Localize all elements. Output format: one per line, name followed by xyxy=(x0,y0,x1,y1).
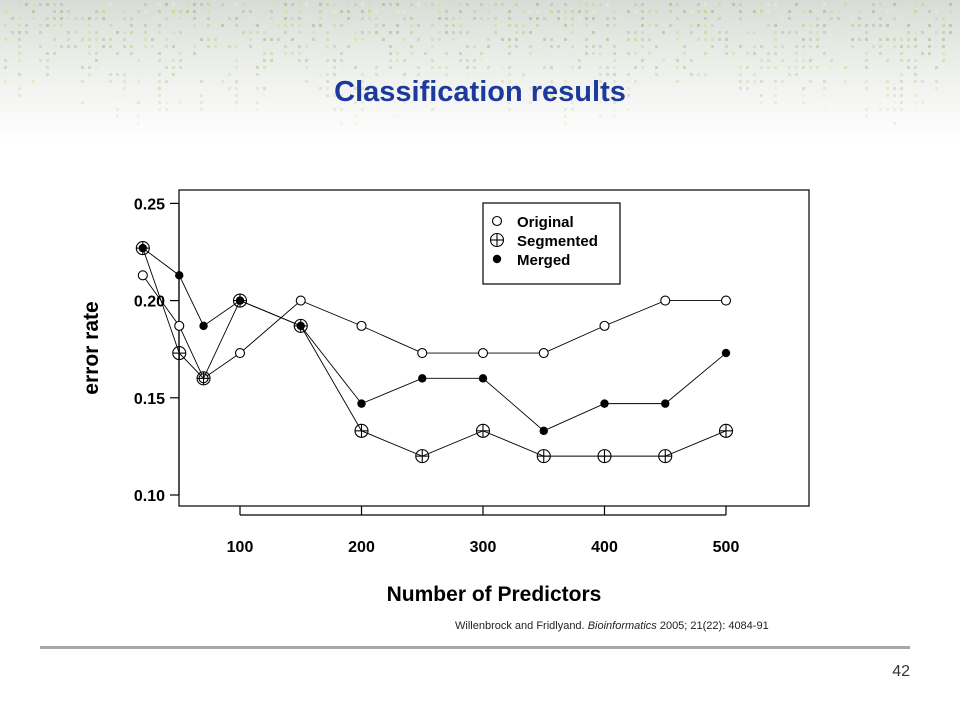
y-axis: 0.10 0.15 0.20 0.25 xyxy=(134,196,180,505)
legend-marker-segmented xyxy=(489,232,505,248)
data-point-merged xyxy=(296,321,305,331)
data-point-merged xyxy=(357,399,366,408)
x-tick-label: 300 xyxy=(470,539,497,556)
data-point-original xyxy=(137,270,148,281)
series-line-merged xyxy=(142,247,727,432)
legend-label-merged: Merged xyxy=(517,252,570,269)
x-tick-label: 400 xyxy=(591,539,618,556)
citation-details: 2005; 21(22): 4084-91 xyxy=(659,620,769,632)
data-point-original xyxy=(660,295,671,306)
legend-box xyxy=(482,202,621,285)
data-point-merged xyxy=(661,399,670,408)
citation-authors: Willenbrock and Fridlyand. xyxy=(455,620,585,632)
data-point-original xyxy=(599,320,610,331)
header-banner xyxy=(0,0,960,140)
data-point-original xyxy=(538,348,549,359)
legend: Original Segmented Merged xyxy=(482,202,621,285)
series-original xyxy=(137,270,732,384)
dotted-pattern-decoration xyxy=(4,3,952,125)
slide-title: Classification results xyxy=(334,76,626,108)
citation: Willenbrock and Fridlyand. Bioinformatic… xyxy=(455,620,769,632)
data-point-merged xyxy=(138,243,147,253)
data-point-merged xyxy=(235,296,245,305)
data-point-merged xyxy=(721,348,731,358)
data-point-original xyxy=(356,320,367,331)
legend-label-original: Original xyxy=(517,214,574,231)
line-chart: 0.10 0.15 0.20 0.25 100 200 300 400 500 Origina… xyxy=(80,189,810,606)
series-line-segmented xyxy=(142,247,727,457)
data-point-merged xyxy=(478,374,488,383)
data-point-segmented xyxy=(475,423,491,438)
series-merged xyxy=(138,243,731,436)
x-axis: 100 200 300 400 500 xyxy=(227,506,740,556)
data-point-original xyxy=(720,295,732,306)
data-point-segmented xyxy=(354,423,369,438)
series-layer xyxy=(135,241,734,464)
legend-label-segmented: Segmented xyxy=(517,233,598,250)
data-point-merged xyxy=(175,271,184,280)
data-point-merged xyxy=(418,374,427,383)
citation-journal: Bioinformatics xyxy=(587,620,657,632)
data-point-original xyxy=(417,348,428,359)
data-point-merged xyxy=(600,399,609,408)
y-tick-label: 0.25 xyxy=(134,196,165,213)
data-point-original xyxy=(234,348,246,359)
legend-marker-original xyxy=(491,215,503,227)
page-number: 42 xyxy=(892,663,910,680)
y-tick-label: 0.10 xyxy=(134,488,165,505)
data-point-original xyxy=(477,348,489,359)
y-axis-label: error rate xyxy=(80,301,103,394)
series-line-original xyxy=(142,275,726,380)
x-tick-label: 200 xyxy=(348,539,375,556)
x-axis-label: Number of Predictors xyxy=(387,583,602,606)
data-point-original xyxy=(295,295,306,306)
x-tick-label: 500 xyxy=(713,539,740,556)
data-point-segmented xyxy=(597,449,612,464)
y-tick-label: 0.20 xyxy=(134,294,165,311)
data-point-segmented xyxy=(536,449,551,464)
data-point-merged xyxy=(199,321,208,331)
data-point-segmented xyxy=(718,423,734,438)
data-point-original xyxy=(174,320,185,331)
x-tick-label: 100 xyxy=(227,539,254,556)
legend-marker-merged xyxy=(492,254,502,264)
footer-divider xyxy=(40,646,910,649)
data-point-merged xyxy=(539,426,548,436)
series-segmented xyxy=(135,241,734,464)
data-point-segmented xyxy=(172,346,187,361)
data-point-segmented xyxy=(415,449,430,464)
y-tick-label: 0.15 xyxy=(134,391,165,408)
data-point-segmented xyxy=(196,371,211,386)
data-point-segmented xyxy=(658,449,673,464)
